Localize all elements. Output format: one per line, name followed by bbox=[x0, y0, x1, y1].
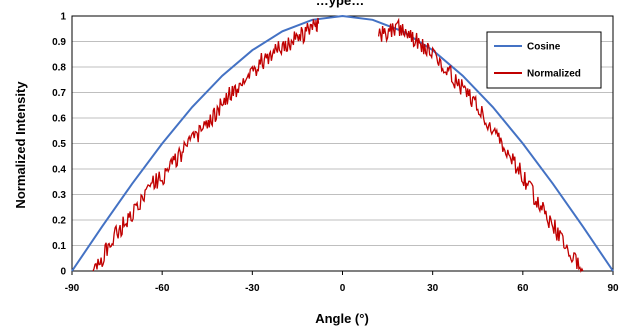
legend-label-normalized: Normalized bbox=[527, 69, 581, 80]
x-tick-label: -60 bbox=[155, 283, 170, 294]
x-tick-label: -30 bbox=[245, 283, 260, 294]
chart-title: …ype… bbox=[316, 0, 364, 8]
series-line-normalized bbox=[377, 17, 584, 273]
y-tick-label: 0.9 bbox=[52, 37, 66, 48]
legend-box bbox=[486, 31, 602, 89]
y-tick-label: 0.6 bbox=[52, 114, 66, 125]
legend-label-cosine: Cosine bbox=[527, 42, 561, 53]
y-tick-label: 0.1 bbox=[52, 241, 66, 252]
x-tick-label: 90 bbox=[607, 283, 619, 294]
y-tick-label: 0.7 bbox=[52, 88, 66, 99]
y-tick-label: 0.2 bbox=[52, 216, 66, 227]
y-tick-label: 0.8 bbox=[52, 63, 66, 74]
y-tick-label: 0.4 bbox=[52, 165, 66, 176]
x-axis-ticks: -90 -60 -30 0 30 60 90 bbox=[65, 271, 619, 294]
series-line-normalized bbox=[92, 17, 320, 272]
y-tick-label: 0 bbox=[60, 267, 66, 278]
series-group bbox=[71, 14, 614, 273]
y-tick-label: 1 bbox=[60, 12, 66, 23]
x-axis-label: Angle (°) bbox=[315, 311, 369, 326]
y-axis-ticks: 0 0.1 0.2 0.3 0.4 0.5 0.6 0.7 0.8 0.9 1 bbox=[52, 12, 66, 278]
y-tick-label: 0.5 bbox=[52, 139, 66, 150]
x-tick-label: 0 bbox=[340, 283, 346, 294]
series-line-cosine bbox=[71, 14, 614, 272]
y-axis-label: Normalized Intensity bbox=[13, 81, 28, 209]
y-tick-label: 0.3 bbox=[52, 190, 66, 201]
x-tick-label: -90 bbox=[65, 283, 80, 294]
x-tick-label: 30 bbox=[427, 283, 439, 294]
legend: Cosine Normalized bbox=[486, 31, 602, 89]
x-tick-label: 60 bbox=[517, 283, 529, 294]
